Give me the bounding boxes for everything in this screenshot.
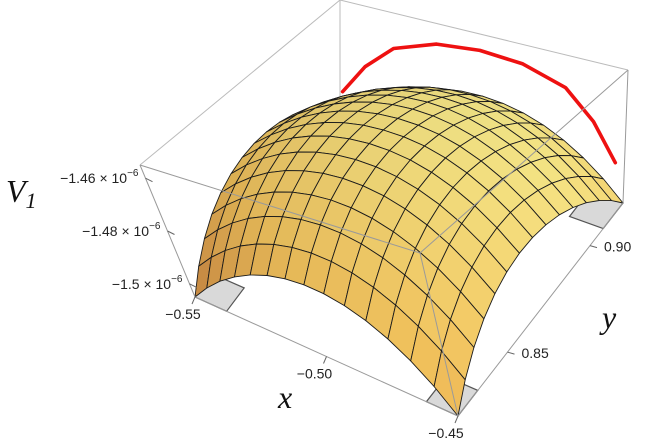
y-tick-mark — [507, 351, 515, 355]
z-tick-label: −1.46 × 10−6 — [60, 168, 139, 186]
box-edge-back — [339, 0, 629, 71]
x-tick-label: −0.50 — [297, 366, 333, 382]
box-edge-back — [139, 0, 341, 166]
z-axis-ticks: −1.46 × 10−6 −1.48 × 10−6 −1.5 × 10−6 — [60, 168, 197, 292]
surface-cell — [433, 350, 466, 417]
x-tick-label: −0.45 — [428, 425, 464, 441]
box-edge-front — [139, 164, 421, 254]
z-axis-label: V1 — [6, 173, 37, 213]
x-tick-mark — [191, 296, 196, 305]
bounding-box-front — [139, 69, 629, 417]
box-edge-front — [622, 69, 629, 204]
z-tick-exponent: −6 — [149, 221, 161, 232]
surface-mesh — [194, 86, 624, 417]
z-tick-label: −1.5 × 10−6 — [112, 274, 183, 292]
y-tick-mark — [589, 245, 598, 249]
box-edge-front — [419, 69, 629, 254]
box-edge-front — [457, 202, 624, 417]
z-tick-mark — [145, 177, 153, 183]
z-tick-mark — [189, 283, 197, 288]
x-tick-mark — [454, 415, 459, 424]
z-tick-label: −1.48 × 10−6 — [82, 221, 161, 239]
red-curve — [340, 42, 618, 165]
z-tick-exponent: −6 — [171, 274, 183, 285]
x-tick-mark — [323, 356, 327, 364]
z-tick-exponent: −6 — [127, 168, 139, 179]
box-edge-front — [419, 252, 459, 417]
y-tick-label: 0.85 — [522, 345, 549, 361]
x-axis-ticks: −0.55 −0.50 −0.45 — [165, 296, 464, 441]
y-axis-label: y — [599, 299, 617, 335]
y-tick-label: 0.90 — [604, 239, 631, 255]
x-axis-label: x — [277, 379, 292, 415]
z-tick-mark — [167, 230, 175, 235]
y-axis-ticks: 0.85 0.90 — [507, 239, 631, 361]
x-tick-label: −0.55 — [165, 306, 201, 322]
